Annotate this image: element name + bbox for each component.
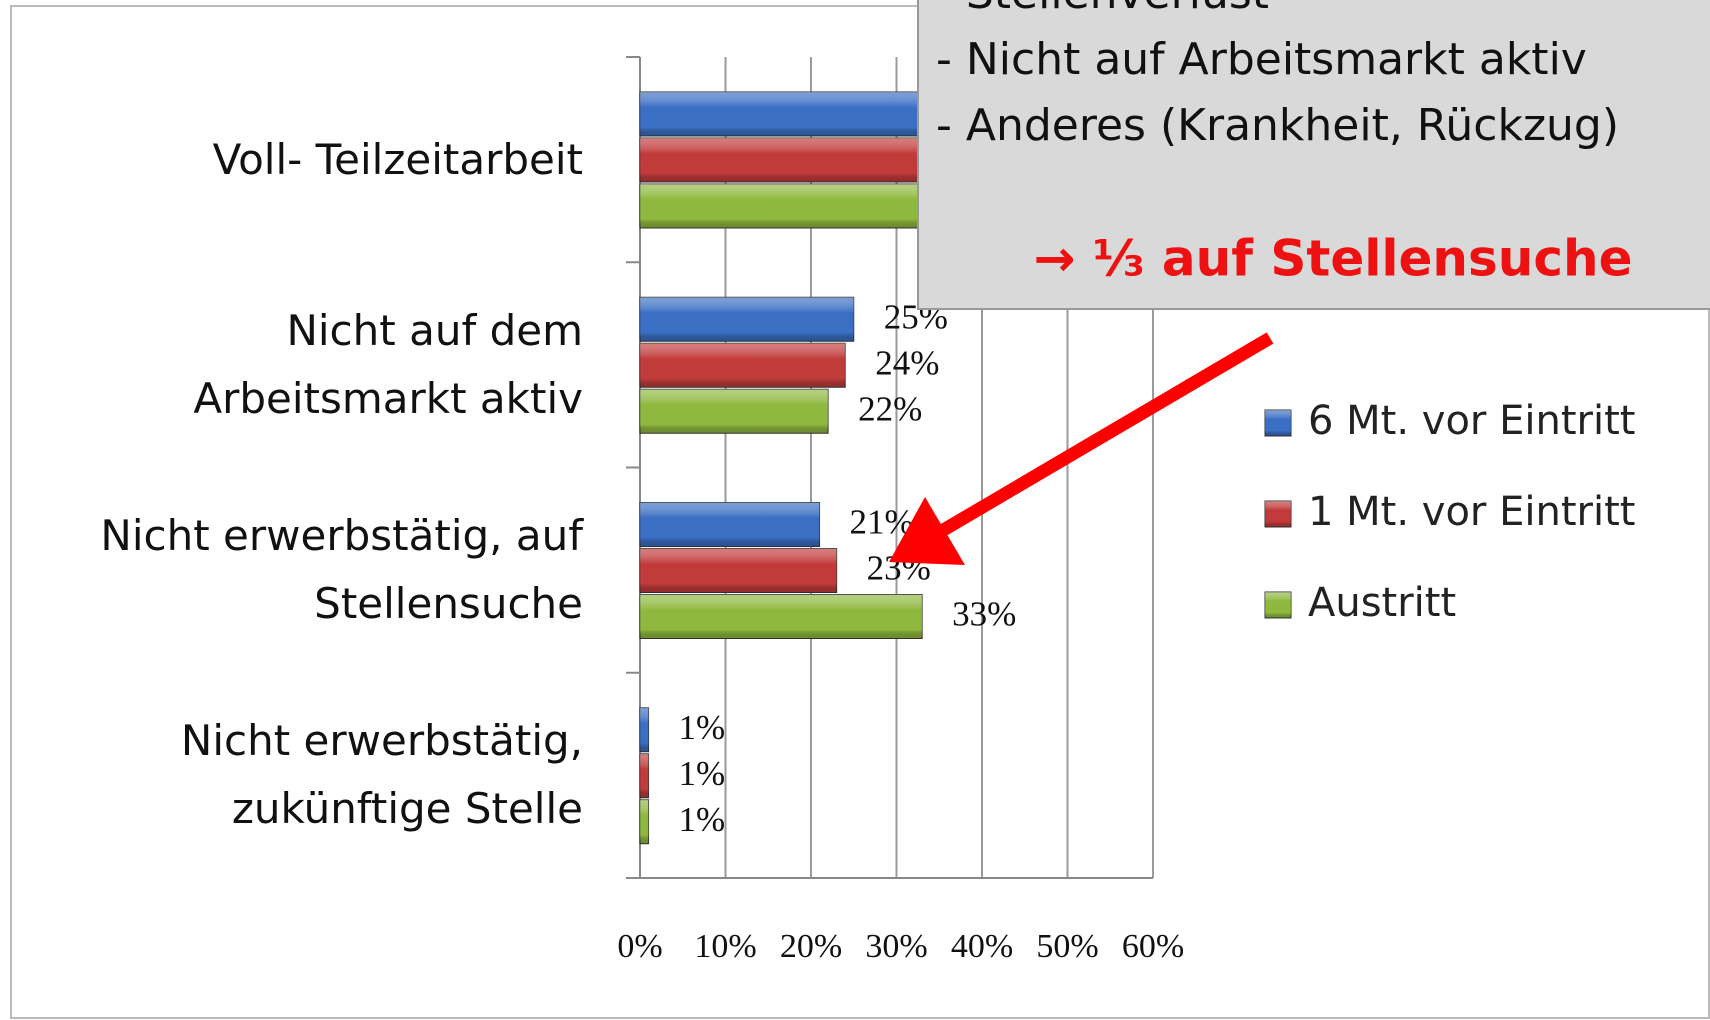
data-label: 1% xyxy=(679,754,726,793)
x-tick-label: 50% xyxy=(1036,928,1098,965)
data-label: 21% xyxy=(850,503,914,542)
legend-shine xyxy=(1265,501,1291,527)
bar-shine xyxy=(640,297,854,342)
y-tick-label: Nicht erwerbstätig, zukünftige Stelle xyxy=(180,716,583,834)
legend-shine xyxy=(1265,410,1291,436)
x-tick-label: 30% xyxy=(865,928,927,965)
arrow-head xyxy=(889,497,965,565)
arrow-shaft xyxy=(936,332,1274,538)
bar-shine xyxy=(640,343,846,388)
x-tick-label: 0% xyxy=(617,928,662,965)
data-label: 33% xyxy=(952,595,1016,634)
x-tick-label: 10% xyxy=(694,928,756,965)
legend-label: 1 Mt. vor Eintritt xyxy=(1308,489,1635,535)
bar-shine xyxy=(640,594,923,639)
legend-label: Austritt xyxy=(1308,580,1456,626)
x-tick-label: 60% xyxy=(1122,928,1184,965)
chart-frame xyxy=(10,5,1710,1019)
bar-shine xyxy=(640,799,649,844)
data-label: 1% xyxy=(679,708,726,747)
y-tick-label: Voll- Teilzeitarbeit xyxy=(212,134,583,184)
annotation-text: - Nicht auf Arbeitsmarkt aktiv xyxy=(936,34,1587,85)
x-tick-label: 20% xyxy=(780,928,842,965)
annotation-text: - Stellenverlust xyxy=(936,0,1269,19)
bar-shine xyxy=(640,548,837,593)
legend-label: 6 Mt. vor Eintritt xyxy=(1308,398,1635,444)
x-tick-label: 40% xyxy=(951,928,1013,965)
y-tick-label: Nicht auf dem Arbeitsmarkt aktiv xyxy=(193,305,583,423)
bar-shine xyxy=(640,502,820,547)
annotation-text: → ⅓ auf Stellensuche xyxy=(1033,230,1632,288)
y-tick-label: Nicht erwerbstätig, auf Stellensuche xyxy=(100,511,583,629)
data-label: 22% xyxy=(858,389,922,428)
annotation-box xyxy=(917,0,1710,310)
bar-shine xyxy=(640,389,829,434)
data-label: 1% xyxy=(679,800,726,839)
bar-shine xyxy=(640,753,649,798)
data-label: 24% xyxy=(875,343,939,382)
annotation-text: - Anderes (Krankheit, Rückzug) xyxy=(936,100,1619,151)
bar-shine xyxy=(640,707,649,752)
legend-shine xyxy=(1265,592,1291,618)
